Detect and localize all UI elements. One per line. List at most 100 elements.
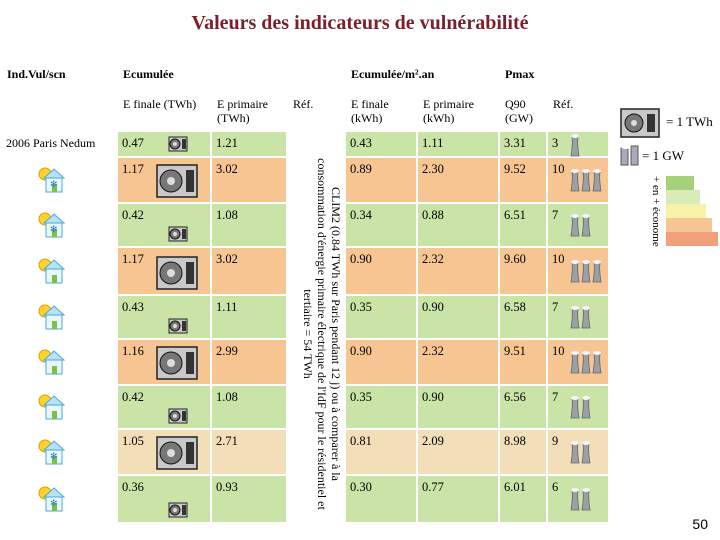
cell-q90: 6.58	[500, 296, 546, 338]
cell-eprimaire-kwh: 0.90	[418, 296, 498, 338]
air-conditioner-icon	[156, 436, 198, 473]
cell-ref: 6	[548, 476, 608, 522]
cooling-tower-icon	[570, 259, 603, 286]
cell-efinale-kwh: 0.89	[346, 158, 416, 202]
cell-efinale-twh: 0.47	[118, 132, 210, 156]
svg-text:✻: ✻	[50, 225, 58, 235]
cell-ref: 10	[548, 248, 608, 294]
value-ref: 3	[552, 136, 559, 150]
air-conditioner-icon	[168, 136, 188, 155]
header-ref2: Réf.	[548, 92, 608, 128]
value-ref: 10	[552, 344, 565, 358]
cell-efinale-twh: 0.43	[118, 296, 210, 338]
cell-ref: 10	[548, 158, 608, 202]
cell-efinale-kwh: 0.90	[346, 248, 416, 294]
cell-efinale-twh: 0.42	[118, 204, 210, 246]
value-ref: 10	[552, 252, 565, 266]
cooling-tower-icon	[570, 305, 592, 332]
cell-eprimaire-twh: 2.99	[212, 340, 286, 384]
header-pmax: Pmax	[500, 62, 608, 90]
cell-q90: 9.52	[500, 158, 546, 202]
value-efinale-twh: 1.17	[122, 252, 144, 266]
header-ecumulee: Ecumulée	[118, 62, 344, 90]
cell-eprimaire-twh: 1.11	[212, 296, 286, 338]
row-icon-cell	[2, 386, 116, 428]
header-efinale-twh: E finale (TWh)	[118, 92, 210, 128]
cell-eprimaire-twh: 3.02	[212, 158, 286, 202]
page-title: Valeurs des indicateurs de vulnérabilité	[191, 12, 529, 34]
sun-house-icon	[36, 392, 66, 425]
cell-efinale-kwh: 0.30	[346, 476, 416, 522]
value-efinale-twh: 0.42	[122, 208, 144, 222]
row-icon-cell	[2, 340, 116, 384]
sun-snow-house-icon: ✻	[36, 484, 66, 517]
cooling-tower-icon	[570, 487, 592, 514]
cooling-tower-icon	[570, 440, 592, 467]
cell-eprimaire-kwh: 0.77	[418, 476, 498, 522]
header-ref1: Réf.	[288, 92, 344, 128]
air-conditioner-icon	[156, 256, 198, 293]
cell-eprimaire-twh: 0.93	[212, 476, 286, 522]
air-conditioner-icon	[156, 346, 198, 383]
row-label: 2006 Paris Nedum	[2, 132, 116, 156]
cooling-tower-icon	[570, 395, 592, 422]
sun-snow-house-icon: ✻	[36, 165, 66, 198]
sun-snow-house-icon: ✻	[36, 210, 66, 243]
cell-eprimaire-kwh: 2.32	[418, 248, 498, 294]
scale-label: + en + économe	[650, 176, 662, 247]
sun-house-icon	[36, 302, 66, 335]
cell-eprimaire-kwh: 2.09	[418, 430, 498, 474]
value-efinale-twh: 1.05	[122, 434, 144, 448]
value-ref: 7	[552, 300, 559, 314]
cell-ref: 7	[548, 296, 608, 338]
svg-text:✻: ✻	[50, 452, 58, 462]
cell-q90: 6.51	[500, 204, 546, 246]
cell-q90: 9.60	[500, 248, 546, 294]
cooling-tower-icon	[570, 350, 603, 377]
cell-efinale-kwh: 0.81	[346, 430, 416, 474]
page-number: 50	[692, 516, 708, 532]
value-efinale-twh: 0.43	[122, 300, 144, 314]
row-icon-cell: ✻	[2, 204, 116, 246]
row-icon-cell: ✻	[2, 476, 116, 522]
header-efinale-kwh: E finale (kWh)	[346, 92, 416, 128]
legend-gw-label: = 1 GW	[642, 148, 684, 163]
vertical-note: CLIM2 (0.84 TWh sur Paris pendant 12 j) …	[301, 158, 343, 510]
cell-eprimaire-twh: 3.02	[212, 248, 286, 294]
cell-efinale-twh: 1.16	[118, 340, 210, 384]
note-column	[288, 132, 344, 522]
cell-efinale-kwh: 0.90	[346, 340, 416, 384]
row-icon-cell	[2, 248, 116, 294]
air-conditioner-icon	[168, 226, 188, 245]
sun-house-icon	[36, 347, 66, 380]
value-ref: 9	[552, 434, 559, 448]
cell-q90: 6.01	[500, 476, 546, 522]
value-efinale-twh: 0.36	[122, 480, 144, 494]
cell-q90: 6.56	[500, 386, 546, 428]
value-ref: 10	[552, 162, 565, 176]
header-eprimaire-twh: E primaire (TWh)	[212, 92, 286, 128]
row-icon-cell	[2, 296, 116, 338]
svg-text:✻: ✻	[50, 180, 58, 190]
value-ref: 6	[552, 480, 559, 494]
legend-twh-icon	[620, 108, 660, 138]
value-efinale-twh: 1.16	[122, 344, 144, 358]
cell-efinale-kwh: 0.43	[346, 132, 416, 156]
header-ecumulee-m2: Ecumulée/m².an	[346, 62, 498, 90]
svg-text:✻: ✻	[50, 499, 58, 509]
value-efinale-twh: 0.42	[122, 390, 144, 404]
cell-eprimaire-twh: 1.08	[212, 386, 286, 428]
value-ref: 7	[552, 208, 559, 222]
cell-ref: 3	[548, 132, 608, 157]
cell-efinale-twh: 0.42	[118, 386, 210, 428]
cell-q90: 9.51	[500, 340, 546, 384]
value-ref: 7	[552, 390, 559, 404]
value-efinale-twh: 1.17	[122, 162, 144, 176]
cell-efinale-twh: 1.17	[118, 248, 210, 294]
cell-efinale-kwh: 0.35	[346, 386, 416, 428]
cell-efinale-kwh: 0.35	[346, 296, 416, 338]
cell-eprimaire-kwh: 0.90	[418, 386, 498, 428]
cell-efinale-twh: 1.17	[118, 158, 210, 202]
cell-eprimaire-twh: 1.21	[212, 132, 286, 156]
air-conditioner-icon	[168, 408, 188, 427]
